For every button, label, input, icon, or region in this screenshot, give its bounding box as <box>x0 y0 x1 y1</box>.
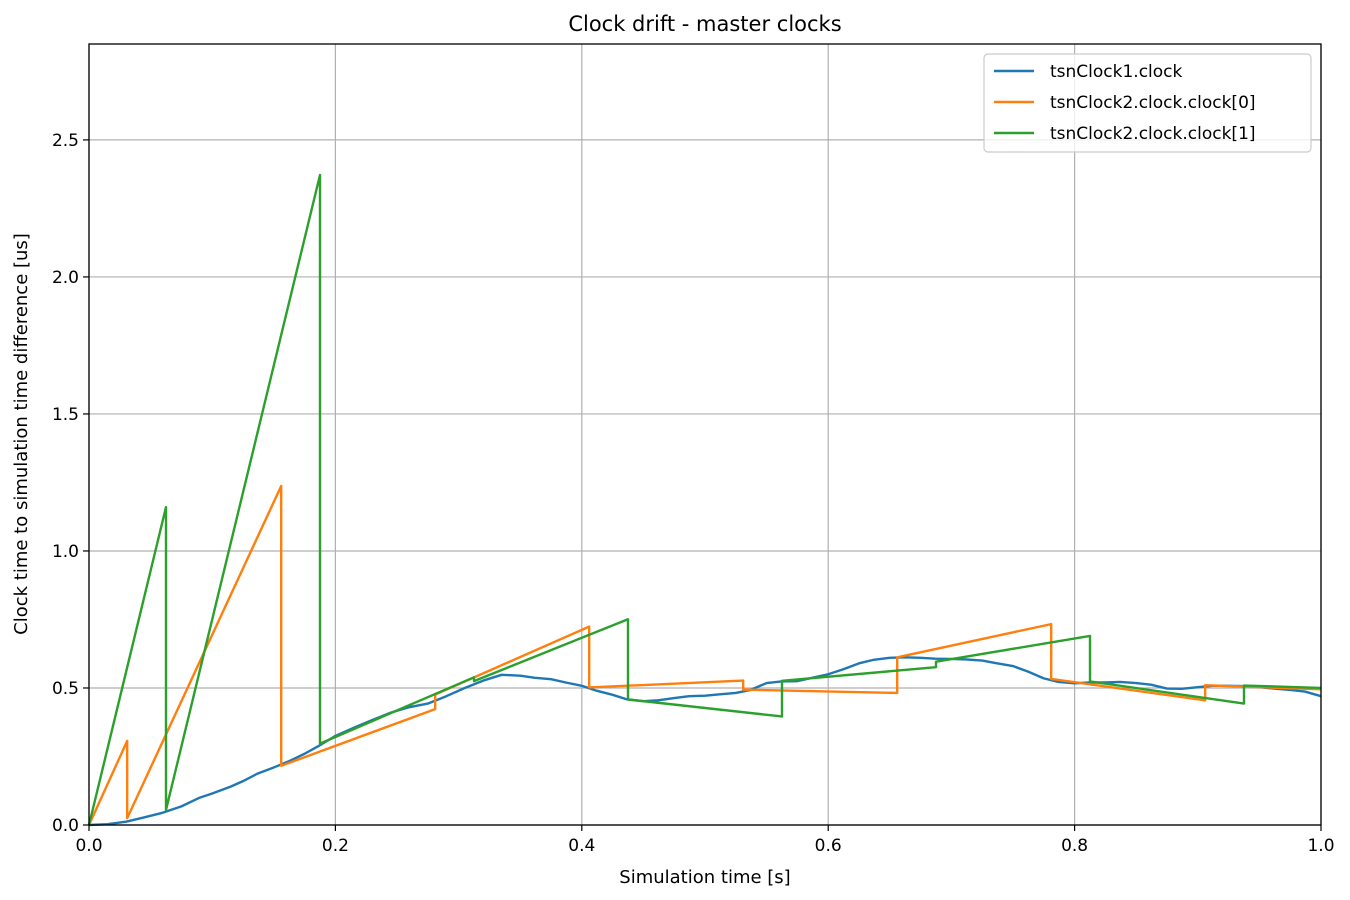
legend: tsnClock1.clock tsnClock2.clock.clock[0] t… <box>983 53 1312 153</box>
series-line-1 <box>88 656 1322 827</box>
legend-label: tsnClock2.clock.clock[0] <box>1050 93 1256 113</box>
x-tick-label: 0.4 <box>568 836 595 856</box>
series-line-3 <box>87 173 1322 826</box>
x-tick-label: 0.6 <box>815 836 842 856</box>
y-tick-label: 1.0 <box>52 542 79 562</box>
y-tick-label: 1.5 <box>52 405 79 425</box>
grid <box>88 44 1322 826</box>
plot-frame <box>88 43 1322 826</box>
y-tick-label: 2.0 <box>52 268 79 288</box>
chart-title: Clock drift - master clocks <box>568 12 841 36</box>
series-group <box>87 173 1322 827</box>
y-tick-label: 2.5 <box>52 131 79 151</box>
x-axis-ticks: 0.0 0.2 0.4 0.6 0.8 1.0 <box>75 825 1335 856</box>
y-tick-label: 0.0 <box>52 816 79 836</box>
y-axis-ticks: 0.0 0.5 1.0 1.5 2.0 2.5 <box>52 131 89 836</box>
y-axis-label: Clock time to simulation time difference… <box>11 233 32 635</box>
x-tick-label: 0.0 <box>75 836 102 856</box>
legend-label: tsnClock1.clock <box>1050 62 1183 82</box>
legend-label: tsnClock2.clock.clock[1] <box>1050 124 1256 144</box>
series-line-2 <box>87 484 1322 826</box>
legend-box <box>983 53 1312 153</box>
x-tick-label: 0.2 <box>322 836 349 856</box>
x-axis-label: Simulation time [s] <box>619 867 790 888</box>
x-tick-label: 1.0 <box>1307 836 1334 856</box>
x-tick-label: 0.8 <box>1061 836 1088 856</box>
y-tick-label: 0.5 <box>52 679 79 699</box>
